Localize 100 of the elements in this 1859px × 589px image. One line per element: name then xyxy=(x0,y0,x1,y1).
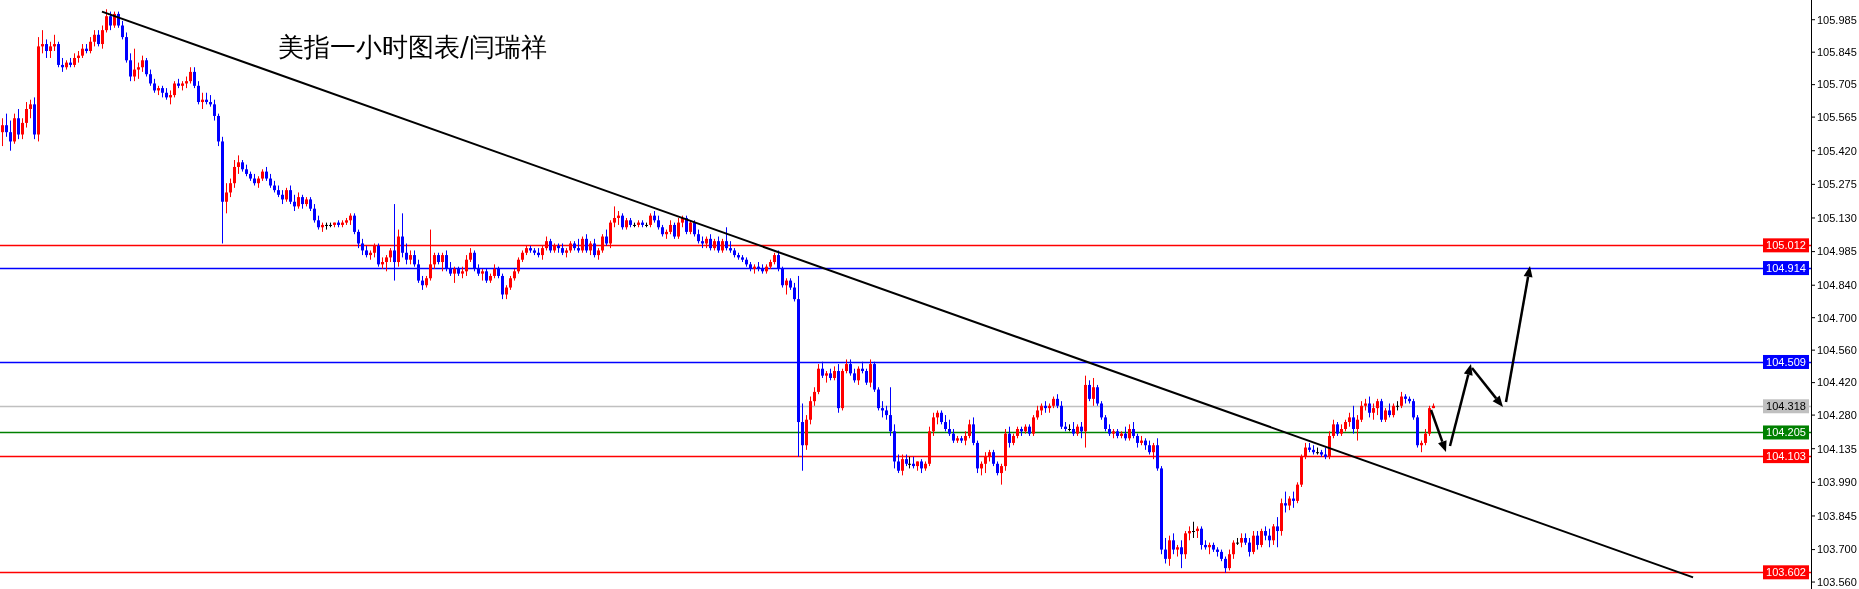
candlestick xyxy=(1,117,4,147)
candlestick xyxy=(225,182,228,214)
candlestick xyxy=(213,99,216,122)
candlestick xyxy=(121,20,124,40)
candlestick xyxy=(889,386,892,437)
y-tick-label: 104.135 xyxy=(1817,442,1857,455)
candlestick xyxy=(401,212,404,258)
candlestick xyxy=(109,11,112,31)
candlestick xyxy=(1172,532,1175,555)
candlestick xyxy=(677,217,680,240)
ref-line-label: 104.103 xyxy=(1766,449,1806,462)
candlestick xyxy=(145,57,148,78)
candlestick xyxy=(1360,400,1363,423)
candlestick xyxy=(1164,537,1167,564)
y-tick-label: 104.840 xyxy=(1817,279,1857,292)
y-tick-label: 104.560 xyxy=(1817,344,1857,356)
candlestick xyxy=(197,80,200,105)
candlestick xyxy=(809,396,812,425)
y-tick-label: 105.845 xyxy=(1817,46,1857,59)
y-tick-label: 103.700 xyxy=(1817,543,1857,556)
candlestick xyxy=(233,159,236,189)
candlestick xyxy=(1000,463,1003,486)
y-tick-label: 105.130 xyxy=(1817,211,1857,224)
candlestick xyxy=(133,48,136,82)
candlestick xyxy=(972,416,975,446)
ref-line-label: 104.914 xyxy=(1766,261,1806,274)
candlestick xyxy=(1296,481,1299,504)
candlestick xyxy=(357,229,360,249)
candlestick xyxy=(1180,539,1183,569)
candlestick xyxy=(1276,516,1279,548)
candlestick xyxy=(801,402,804,472)
ref-line-label: 104.205 xyxy=(1766,426,1806,439)
candlestick xyxy=(5,113,8,138)
y-tick-label: 105.705 xyxy=(1817,78,1857,91)
candlestick xyxy=(1200,525,1203,551)
ref-line-label: 105.012 xyxy=(1766,239,1806,252)
candlestick xyxy=(129,52,132,82)
text: 美指一小时图表/闫瑞祥 xyxy=(278,32,547,62)
candlestick xyxy=(725,226,728,251)
candlestick xyxy=(817,363,820,395)
candlestick xyxy=(613,205,616,228)
candlestick xyxy=(1232,539,1235,560)
candlestick xyxy=(25,101,28,129)
candlestick xyxy=(17,108,20,140)
candlestick xyxy=(877,386,880,411)
candlestick xyxy=(1368,396,1371,418)
candlestick xyxy=(1096,384,1099,407)
candlestick xyxy=(1156,437,1159,472)
candlestick xyxy=(21,117,24,140)
candlestick xyxy=(1088,379,1091,402)
candlestick xyxy=(1248,537,1251,558)
candlestick xyxy=(13,113,16,145)
candlestick xyxy=(9,120,12,152)
candlestick xyxy=(585,233,588,254)
y-tick-label: 105.985 xyxy=(1817,13,1857,26)
candlestick xyxy=(125,31,128,64)
candlestick xyxy=(237,154,240,175)
candlestick xyxy=(897,454,900,474)
y-tick-label: 103.845 xyxy=(1817,509,1857,522)
candlestick xyxy=(1256,530,1259,551)
candlestick xyxy=(193,66,196,89)
y-tick-label: 105.565 xyxy=(1817,110,1857,123)
candlestick xyxy=(313,203,316,224)
y-tick-label: 104.280 xyxy=(1817,408,1857,421)
candlestick xyxy=(29,99,32,119)
candlestick xyxy=(1412,398,1415,421)
candlestick xyxy=(105,8,108,33)
candlestick xyxy=(857,365,860,386)
candlestick xyxy=(289,185,292,205)
candlestick xyxy=(793,282,796,302)
candlestick xyxy=(1060,400,1063,430)
candlestick xyxy=(593,238,596,258)
candlestick xyxy=(101,25,104,50)
candlestick xyxy=(1092,377,1095,407)
y-tick-label: 103.990 xyxy=(1817,476,1857,489)
candlestick xyxy=(465,254,468,277)
candlestick xyxy=(1168,535,1171,567)
ref-line-label: 103.602 xyxy=(1766,566,1806,579)
candlestick xyxy=(353,212,356,235)
ref-line-label: 104.318 xyxy=(1766,400,1806,413)
candlestick xyxy=(441,252,444,272)
candlestick xyxy=(1192,521,1195,539)
y-tick-label: 104.420 xyxy=(1817,376,1857,389)
candlestick xyxy=(1352,405,1355,435)
y-tick-label: 104.985 xyxy=(1817,245,1857,258)
candlestick xyxy=(1356,414,1359,442)
candlestick xyxy=(45,38,48,59)
y-tick-label: 104.700 xyxy=(1817,311,1857,324)
candlestick xyxy=(1252,530,1255,555)
candlestick xyxy=(1184,530,1187,560)
candlestick xyxy=(932,412,935,437)
candlestick xyxy=(1284,491,1287,513)
candlestick xyxy=(813,386,816,407)
candlestick xyxy=(1260,528,1263,548)
candlestick xyxy=(1008,426,1011,449)
candlestick xyxy=(1272,523,1275,546)
candlestick xyxy=(501,273,504,300)
y-tick-label: 103.560 xyxy=(1817,575,1857,588)
y-tick-label: 105.420 xyxy=(1817,144,1857,157)
candlestick xyxy=(1100,400,1103,421)
